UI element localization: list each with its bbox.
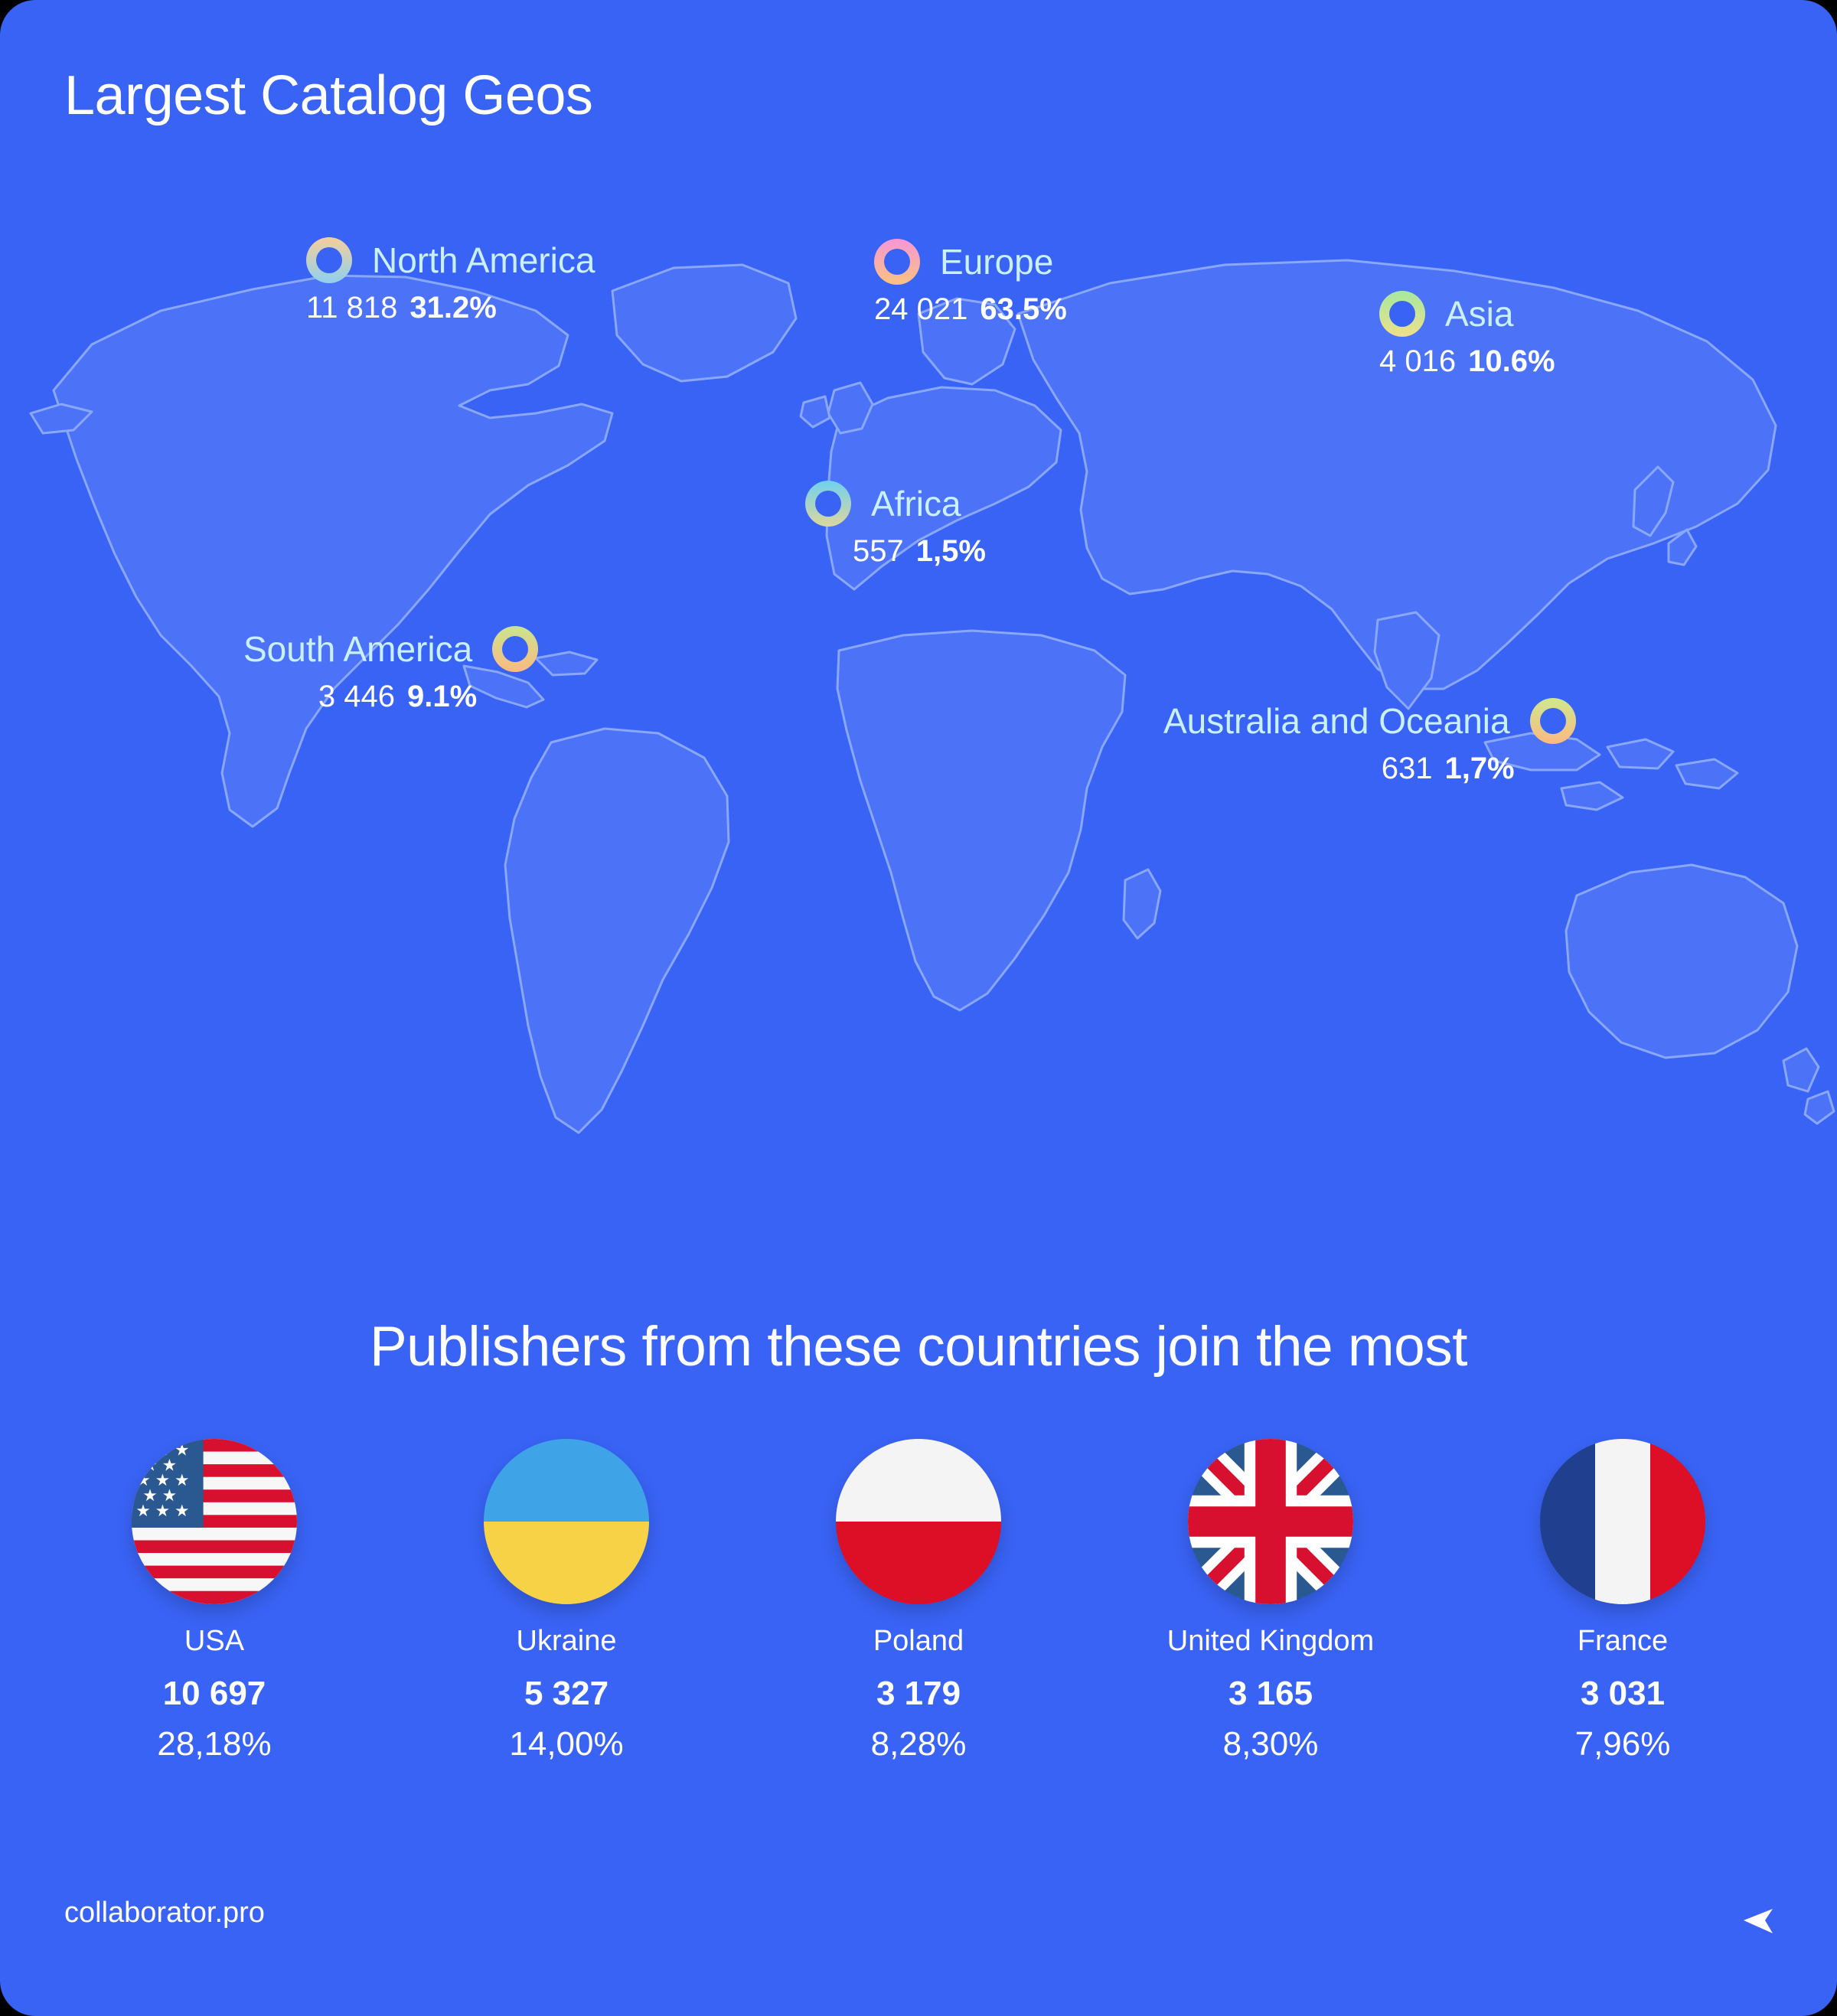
country-percent: 8,28% bbox=[870, 1724, 967, 1763]
region-marker-north-america[interactable]: North America 11 818 31.2% bbox=[306, 237, 595, 325]
region-percent: 63.5% bbox=[980, 292, 1067, 326]
region-ring-icon bbox=[874, 239, 920, 285]
region-marker-asia[interactable]: Asia 4 016 10.6% bbox=[1379, 291, 1555, 379]
page-title: Largest Catalog Geos bbox=[64, 65, 593, 126]
country-count: 3 031 bbox=[1580, 1674, 1666, 1712]
region-count: 4 016 bbox=[1379, 344, 1457, 378]
region-stats: 631 1,7% bbox=[1163, 752, 1576, 786]
country-percent: 28,18% bbox=[157, 1724, 272, 1763]
region-stats: 557 1,5% bbox=[853, 534, 986, 569]
france-flag-icon bbox=[1540, 1439, 1705, 1604]
country-name: Poland bbox=[873, 1625, 964, 1657]
countries-headline: Publishers from these countries join the… bbox=[369, 1316, 1468, 1378]
region-count: 557 bbox=[853, 534, 904, 568]
country-name: France bbox=[1577, 1625, 1669, 1657]
region-ring-icon bbox=[1529, 698, 1576, 744]
usa-flag-icon: ★ ★ ★ ★ ★ ★ ★ ★ ★ ★ ★ ★ ★ bbox=[132, 1439, 297, 1604]
ukraine-flag-icon bbox=[484, 1439, 649, 1604]
region-ring-icon bbox=[306, 237, 352, 283]
region-name: Asia bbox=[1445, 294, 1514, 334]
region-percent: 1,5% bbox=[915, 534, 986, 568]
country-card-france[interactable]: France 3 031 7,96% bbox=[1470, 1439, 1776, 1763]
region-marker-australia-oceania[interactable]: Australia and Oceania 631 1,7% bbox=[1163, 698, 1576, 786]
country-name: Ukraine bbox=[516, 1625, 617, 1657]
region-name: Australia and Oceania bbox=[1163, 701, 1510, 741]
country-card-united-kingdom[interactable]: United Kingdom 3 165 8,30% bbox=[1118, 1439, 1424, 1763]
country-count: 3 179 bbox=[876, 1674, 961, 1712]
country-percent: 7,96% bbox=[1574, 1724, 1671, 1763]
world-map-svg: .land { fill:#4c72f7; stroke:#89a8fb; st… bbox=[29, 259, 1835, 1134]
country-percent: 14,00% bbox=[509, 1724, 624, 1763]
country-name: United Kingdom bbox=[1166, 1625, 1375, 1657]
region-marker-africa[interactable]: Africa 557 1,5% bbox=[805, 481, 986, 569]
world-map: .land { fill:#4c72f7; stroke:#89a8fb; st… bbox=[0, 161, 1837, 1148]
region-count: 631 bbox=[1381, 752, 1433, 785]
country-count: 5 327 bbox=[524, 1674, 609, 1712]
footer-url[interactable]: collaborator.pro bbox=[64, 1897, 265, 1929]
country-card-poland[interactable]: Poland 3 179 8,28% bbox=[765, 1439, 1072, 1763]
country-card-usa[interactable]: ★ ★ ★ ★ ★ ★ ★ ★ ★ ★ ★ ★ ★ USA 10 697 28,18… bbox=[61, 1439, 367, 1763]
region-stats: 11 818 31.2% bbox=[306, 291, 595, 325]
country-name: USA bbox=[184, 1625, 245, 1657]
region-stats: 4 016 10.6% bbox=[1379, 344, 1555, 379]
region-percent: 31.2% bbox=[409, 291, 497, 325]
region-marker-europe[interactable]: Europe 24 021 63.5% bbox=[874, 239, 1067, 327]
region-ring-icon bbox=[805, 481, 851, 527]
countries-list: ★ ★ ★ ★ ★ ★ ★ ★ ★ ★ ★ ★ ★ USA 10 697 28,18… bbox=[61, 1439, 1776, 1763]
country-percent: 8,30% bbox=[1222, 1724, 1319, 1763]
region-name: South America bbox=[243, 629, 473, 669]
uk-flag-icon bbox=[1188, 1439, 1353, 1604]
region-count: 24 021 bbox=[874, 292, 968, 326]
poland-flag-icon bbox=[836, 1439, 1001, 1604]
svg-text:★ ★: ★ ★ bbox=[142, 1486, 177, 1505]
region-name: Europe bbox=[940, 242, 1054, 282]
collaborator-logo-icon bbox=[1721, 1897, 1776, 1944]
region-count: 11 818 bbox=[306, 291, 398, 325]
svg-text:★ ★ ★: ★ ★ ★ bbox=[135, 1501, 189, 1520]
country-count: 10 697 bbox=[162, 1674, 266, 1712]
region-percent: 10.6% bbox=[1468, 344, 1555, 378]
region-stats: 24 021 63.5% bbox=[874, 292, 1067, 327]
region-marker-south-america[interactable]: South America 3 446 9.1% bbox=[243, 626, 539, 714]
region-name: Africa bbox=[871, 484, 961, 524]
region-percent: 9.1% bbox=[407, 680, 478, 713]
region-ring-icon bbox=[1379, 291, 1425, 337]
country-count: 3 165 bbox=[1228, 1674, 1313, 1712]
region-name: North America bbox=[372, 240, 595, 280]
region-count: 3 446 bbox=[318, 680, 395, 713]
map-landmasses bbox=[29, 259, 1835, 1134]
region-stats: 3 446 9.1% bbox=[243, 680, 538, 714]
region-percent: 1,7% bbox=[1444, 752, 1515, 785]
region-ring-icon bbox=[492, 626, 539, 672]
country-card-ukraine[interactable]: Ukraine 5 327 14,00% bbox=[413, 1439, 719, 1763]
